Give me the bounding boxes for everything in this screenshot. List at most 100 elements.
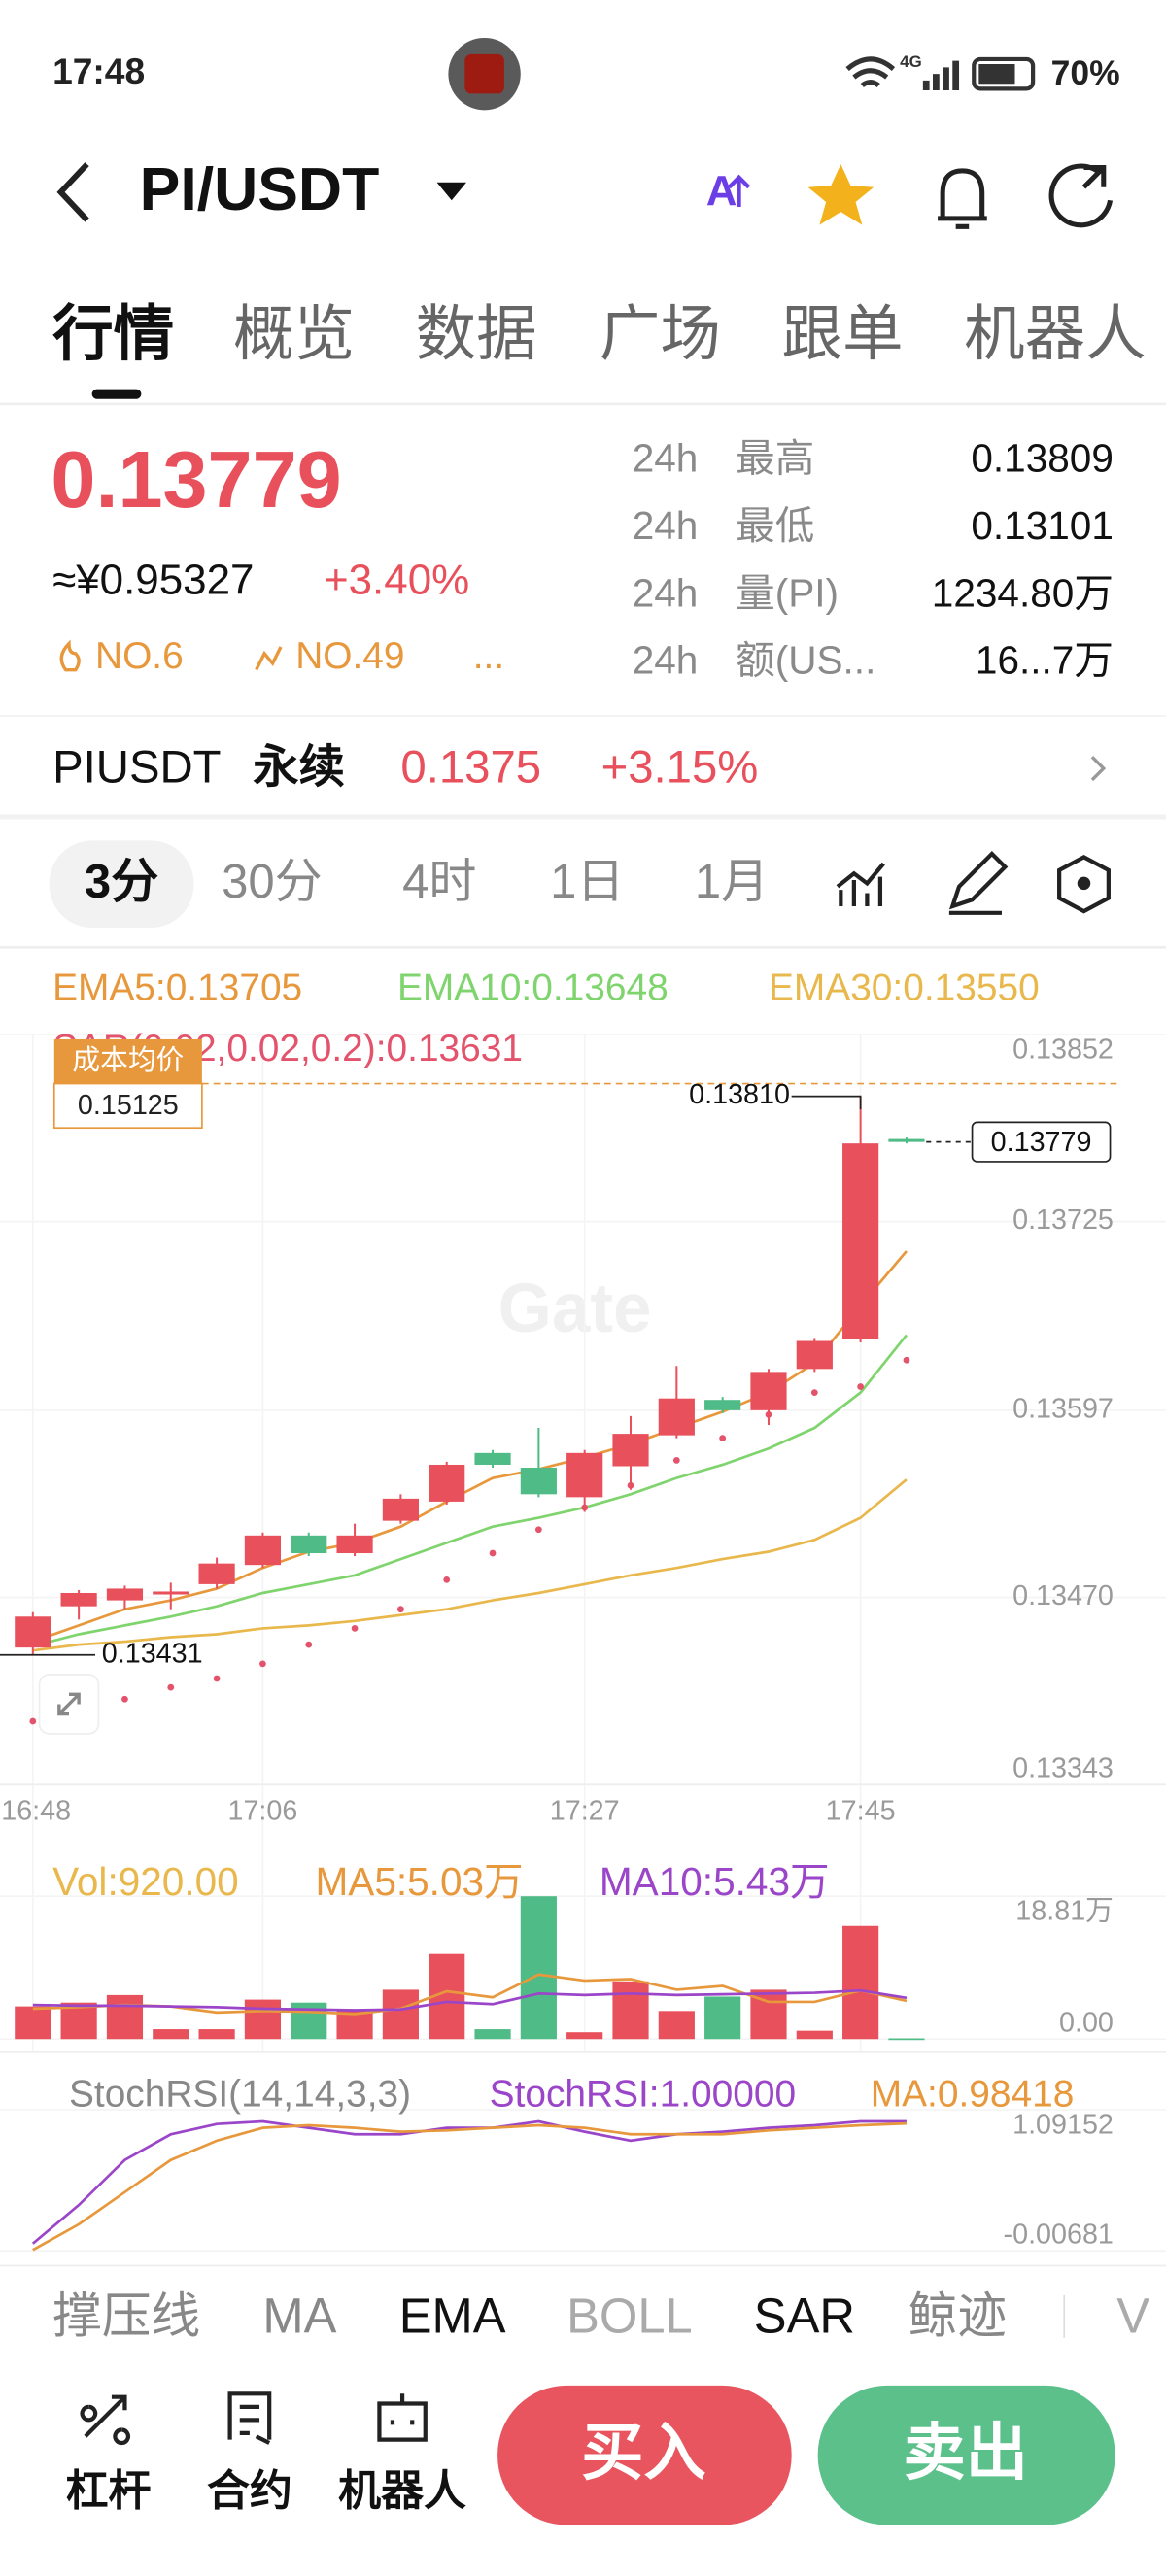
candle-body <box>796 1340 833 1370</box>
indicator-tab[interactable]: MA <box>262 2288 336 2344</box>
stat-period: 24h <box>633 570 699 615</box>
candle-body <box>842 1143 879 1339</box>
legend-entry: EMA5:0.13705 <box>52 967 302 1009</box>
contract-icon <box>227 2391 272 2445</box>
share-button[interactable] <box>1048 163 1114 228</box>
avatar-icon <box>464 53 504 94</box>
favorite-star[interactable] <box>807 164 874 225</box>
high-marker-label: 0.13810 <box>689 1079 790 1110</box>
indicator-tab[interactable]: V <box>1116 2288 1149 2344</box>
y-tick-label: 0.13725 <box>1012 1204 1114 1236</box>
interval[interactable]: 1日 <box>550 856 624 908</box>
sar-dot <box>443 1576 451 1583</box>
indicator-tab[interactable]: BOLL <box>566 2288 693 2344</box>
translate-icon[interactable]: A <box>706 167 737 215</box>
volume-bar <box>382 1989 419 2040</box>
volume-bar <box>888 2038 925 2041</box>
y-tick-label: 0.13343 <box>1012 1753 1114 1784</box>
stat-value: 1234.80万 <box>932 570 1114 615</box>
legend-entry: EMA10:0.13648 <box>397 967 669 1009</box>
tab[interactable]: 数据 <box>416 300 537 368</box>
volume-bar <box>153 2029 189 2040</box>
rank-trend[interactable]: NO.49 <box>295 635 404 677</box>
cost-tag-body <box>52 1082 203 1130</box>
tab[interactable]: 广场 <box>600 300 721 368</box>
hot-icon <box>59 639 81 672</box>
indicator-tab[interactable]: SAR <box>754 2288 855 2344</box>
nav-item[interactable]: 杠杆 <box>66 2467 152 2515</box>
perp-symbol[interactable]: PIUSDT <box>52 741 221 793</box>
tab[interactable]: 行情 <box>52 300 174 368</box>
candle-body <box>106 1588 144 1601</box>
last-price: 0.13779 <box>51 434 341 525</box>
sell-label[interactable]: 卖出 <box>904 2418 1028 2488</box>
legend-entry: Vol:920.00 <box>52 1859 239 1904</box>
perp-chevron[interactable] <box>1090 756 1107 782</box>
sar-dot <box>672 1457 680 1464</box>
candle-body <box>566 1452 603 1498</box>
nav-item[interactable]: 机器人 <box>338 2467 466 2515</box>
stat-label: 最低 <box>736 503 814 548</box>
volume-bar <box>796 2030 833 2040</box>
settings-button[interactable] <box>1057 854 1111 914</box>
draw-button[interactable] <box>948 850 1009 915</box>
candle-body <box>153 1591 189 1595</box>
stats: 24h 最高 0.13809 24h 最低 0.13101 24h 量(PI) … <box>633 436 1114 683</box>
interval[interactable]: 1月 <box>695 856 769 908</box>
y-tick-label: 0.13597 <box>1012 1393 1114 1424</box>
indicator-line <box>32 1988 908 2012</box>
buy-label[interactable]: 买入 <box>581 2418 705 2488</box>
pair-dropdown[interactable] <box>436 182 466 201</box>
volume-bar <box>198 2029 235 2040</box>
tab[interactable]: 跟单 <box>782 300 904 368</box>
interval[interactable]: 4时 <box>402 856 476 908</box>
stat-period: 24h <box>633 638 699 683</box>
signal-icon <box>922 60 960 91</box>
nav-item[interactable]: 合约 <box>207 2467 292 2515</box>
sar-dot <box>534 1526 542 1534</box>
high-marker-line <box>791 1095 862 1110</box>
battery-icon <box>972 56 1036 91</box>
interval[interactable]: 3分 <box>85 856 158 908</box>
legend-entry: MA:0.98418 <box>871 2074 1075 2116</box>
sar-dot <box>810 1389 818 1396</box>
alert-bell[interactable] <box>938 168 987 229</box>
interval[interactable]: 30分 <box>222 856 323 908</box>
network-type: 4G <box>900 52 922 71</box>
stat-period: 24h <box>633 503 699 548</box>
legend-entry: MA5:5.03万 <box>316 1859 524 1904</box>
tab[interactable]: 概览 <box>233 300 355 368</box>
rank-more[interactable]: ... <box>473 635 504 677</box>
indicator-line <box>32 1478 908 1652</box>
wifi-icon <box>845 56 896 88</box>
sar-dot <box>29 1717 37 1725</box>
chart-area: Gate 0.13852 0.13725 0.13597 0.13470 0.13343… <box>0 967 1166 2253</box>
perp-kind[interactable]: 永续 <box>253 741 345 793</box>
candle-body <box>244 1535 282 1566</box>
indicator-tab[interactable]: 鲸迹 <box>909 2288 1007 2344</box>
perp-price[interactable]: 0.1375 <box>400 741 541 793</box>
back-button[interactable] <box>56 162 89 222</box>
indicator-tab[interactable]: 撑压线 <box>52 2288 200 2344</box>
y-tick-label: -0.00681 <box>1004 2220 1114 2251</box>
indicator-tab[interactable]: EMA <box>399 2288 506 2344</box>
rank-hot[interactable]: NO.6 <box>95 635 184 677</box>
buy-button[interactable] <box>497 2385 792 2525</box>
watermark: Gate <box>498 1271 652 1347</box>
volume-bar <box>704 1996 741 2040</box>
pair-title[interactable]: PI/USDT <box>140 155 380 223</box>
stat-label: 最高 <box>736 436 814 481</box>
x-tick-label: 17:45 <box>826 1796 896 1827</box>
volume-bar <box>336 2011 373 2040</box>
indicator-line <box>32 1334 909 1647</box>
tab[interactable]: 机器人 <box>964 300 1147 368</box>
y-tick-label: 0.13470 <box>1012 1580 1114 1611</box>
candle-body <box>382 1498 419 1521</box>
perp-change[interactable]: +3.15% <box>601 741 759 793</box>
candle-body <box>474 1452 511 1465</box>
sell-button[interactable] <box>817 2385 1115 2525</box>
stat-label: 量(PI) <box>736 570 839 615</box>
indicator-button[interactable] <box>836 862 885 907</box>
y-tick-label: 1.09152 <box>1012 2109 1114 2140</box>
